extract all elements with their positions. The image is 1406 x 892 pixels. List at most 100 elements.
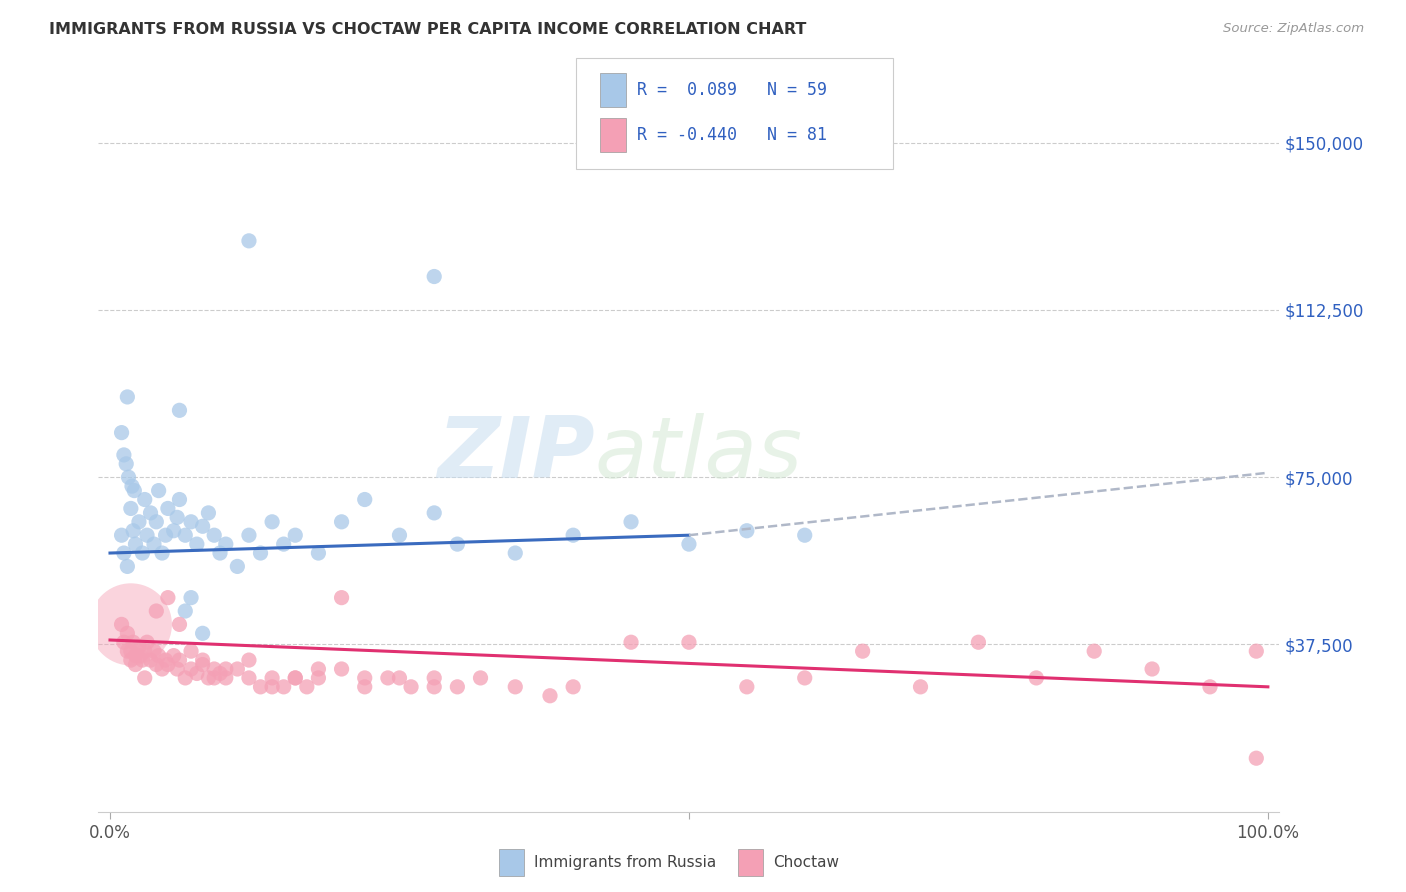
- Point: [174, 604, 197, 618]
- Point: [129, 648, 152, 663]
- Point: [163, 648, 186, 663]
- Point: [110, 425, 132, 440]
- Point: [307, 671, 329, 685]
- Point: [262, 680, 284, 694]
- Point: [174, 528, 197, 542]
- Point: [284, 671, 307, 685]
- Point: [197, 671, 219, 685]
- Point: [678, 635, 700, 649]
- Point: [112, 546, 135, 560]
- Point: [148, 648, 170, 663]
- Point: [538, 689, 561, 703]
- Point: [124, 483, 146, 498]
- Point: [124, 648, 146, 663]
- Point: [1246, 644, 1268, 658]
- Point: [1199, 680, 1222, 694]
- Point: [117, 559, 139, 574]
- Point: [793, 528, 815, 542]
- Point: [620, 515, 643, 529]
- Point: [208, 666, 231, 681]
- Point: [793, 671, 815, 685]
- Point: [166, 662, 188, 676]
- Text: R =  0.089   N = 59: R = 0.089 N = 59: [637, 81, 827, 99]
- Point: [423, 506, 446, 520]
- Point: [117, 470, 139, 484]
- Point: [967, 635, 990, 649]
- Point: [307, 546, 329, 560]
- Text: ZIP: ZIP: [437, 413, 595, 497]
- Point: [156, 591, 179, 605]
- Point: [562, 680, 585, 694]
- Point: [202, 662, 225, 676]
- Point: [112, 635, 135, 649]
- Text: Choctaw: Choctaw: [773, 855, 839, 870]
- Point: [169, 653, 191, 667]
- Point: [117, 644, 139, 658]
- Point: [155, 528, 177, 542]
- Point: [852, 644, 875, 658]
- Point: [128, 640, 150, 654]
- Point: [169, 617, 191, 632]
- Point: [423, 680, 446, 694]
- Point: [197, 506, 219, 520]
- Point: [163, 524, 186, 538]
- Point: [273, 680, 295, 694]
- Point: [353, 671, 375, 685]
- Point: [121, 479, 143, 493]
- Point: [191, 653, 214, 667]
- Point: [238, 671, 260, 685]
- Point: [215, 537, 238, 551]
- Point: [226, 559, 249, 574]
- Point: [131, 546, 153, 560]
- Point: [503, 546, 526, 560]
- Point: [134, 492, 156, 507]
- Point: [238, 653, 260, 667]
- Point: [174, 671, 197, 685]
- Point: [120, 501, 142, 516]
- Point: [117, 626, 139, 640]
- Point: [139, 506, 162, 520]
- Point: [145, 515, 167, 529]
- Point: [620, 635, 643, 649]
- Point: [238, 234, 260, 248]
- Point: [112, 448, 135, 462]
- Point: [238, 528, 260, 542]
- Point: [1083, 644, 1105, 658]
- Point: [735, 524, 758, 538]
- Point: [110, 528, 132, 542]
- Point: [284, 528, 307, 542]
- Point: [330, 591, 353, 605]
- Point: [180, 644, 202, 658]
- Point: [136, 635, 159, 649]
- Point: [262, 671, 284, 685]
- Point: [134, 644, 156, 658]
- Point: [169, 492, 191, 507]
- Point: [180, 662, 202, 676]
- Point: [145, 604, 167, 618]
- Point: [423, 269, 446, 284]
- Point: [139, 653, 162, 667]
- Point: [145, 657, 167, 672]
- Point: [215, 671, 238, 685]
- Point: [131, 653, 153, 667]
- Point: [377, 671, 399, 685]
- Text: Source: ZipAtlas.com: Source: ZipAtlas.com: [1223, 22, 1364, 36]
- Point: [262, 515, 284, 529]
- Point: [143, 537, 166, 551]
- Point: [295, 680, 318, 694]
- Point: [226, 662, 249, 676]
- Point: [446, 537, 468, 551]
- Point: [423, 671, 446, 685]
- Point: [249, 546, 271, 560]
- Point: [446, 680, 468, 694]
- Point: [115, 457, 138, 471]
- Text: Immigrants from Russia: Immigrants from Russia: [534, 855, 717, 870]
- Point: [122, 524, 145, 538]
- Point: [735, 680, 758, 694]
- Point: [124, 537, 146, 551]
- Point: [284, 671, 307, 685]
- Point: [136, 528, 159, 542]
- Point: [388, 671, 411, 685]
- Point: [353, 680, 375, 694]
- Text: R = -0.440   N = 81: R = -0.440 N = 81: [637, 126, 827, 144]
